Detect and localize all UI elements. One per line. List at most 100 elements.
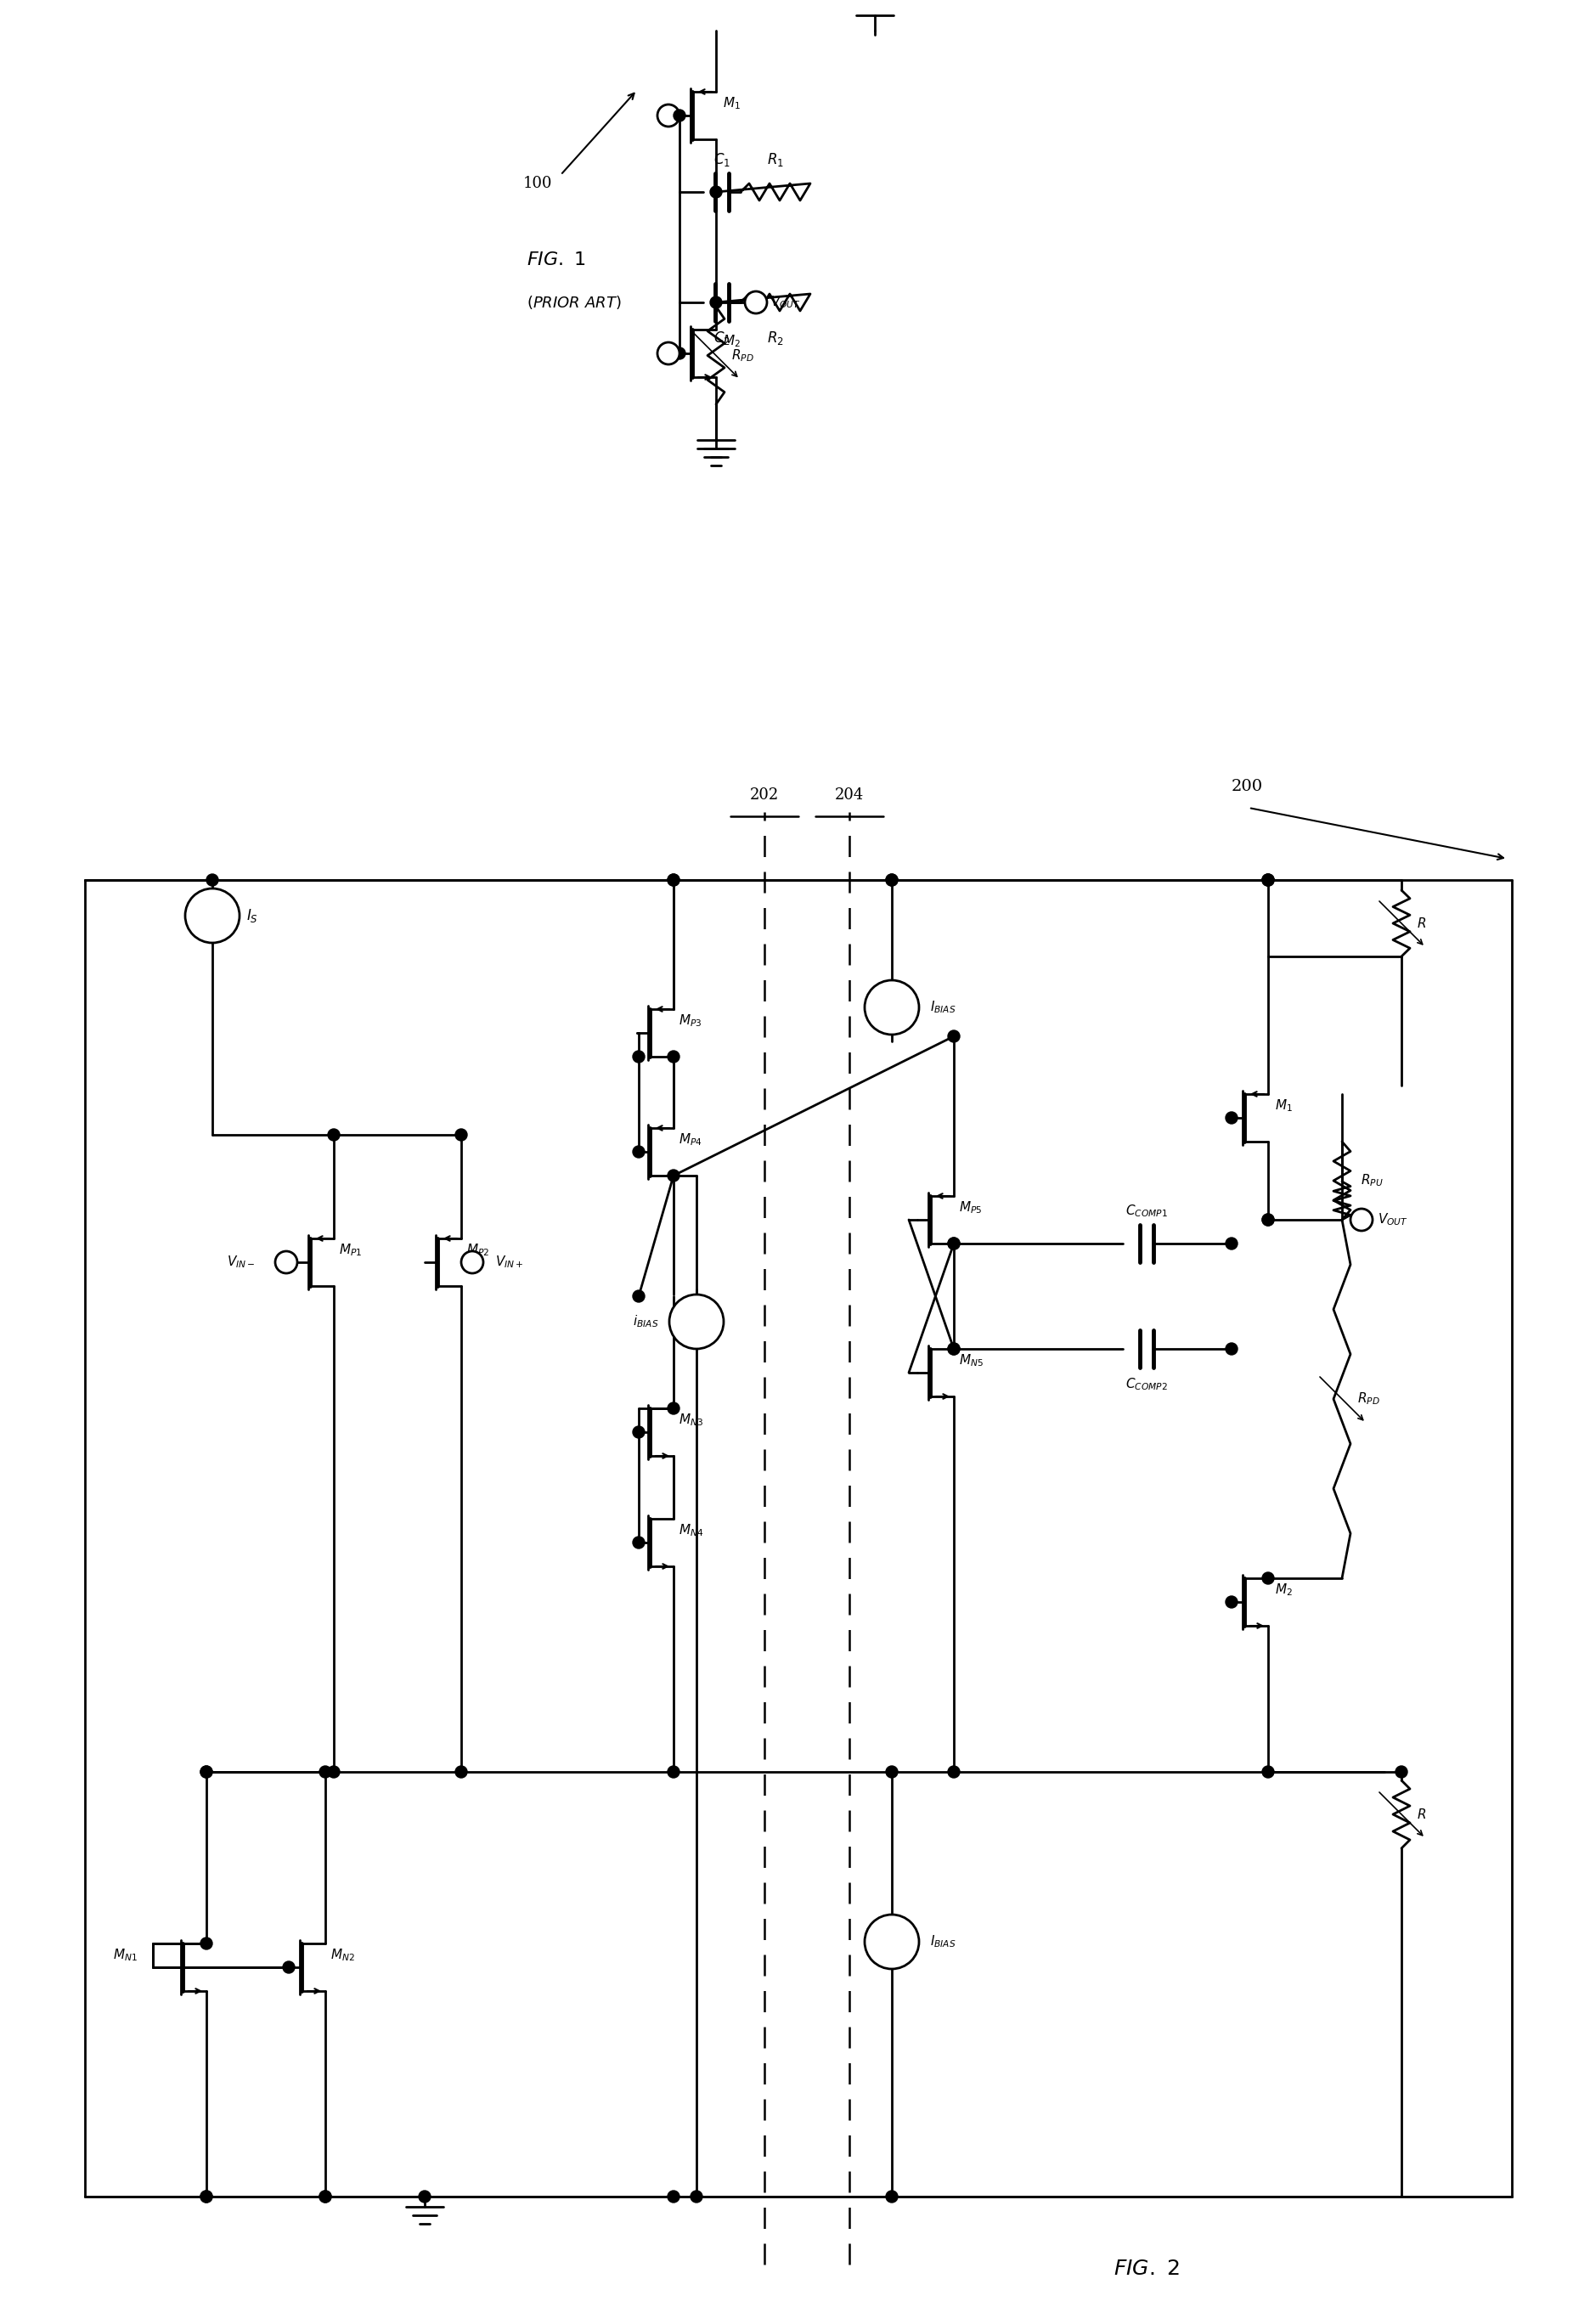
- Text: $M_{P5}$: $M_{P5}$: [959, 1199, 983, 1215]
- Text: $M_{N4}$: $M_{N4}$: [679, 1522, 703, 1538]
- Circle shape: [711, 186, 722, 198]
- Text: $R$: $R$: [1417, 1808, 1426, 1822]
- Circle shape: [1262, 874, 1274, 885]
- Circle shape: [207, 874, 218, 885]
- Text: $C_2$: $C_2$: [714, 330, 730, 346]
- Circle shape: [865, 1915, 919, 1968]
- Circle shape: [948, 1030, 960, 1041]
- Circle shape: [744, 290, 766, 314]
- Circle shape: [674, 109, 685, 121]
- Circle shape: [184, 888, 240, 944]
- Circle shape: [668, 874, 679, 885]
- Circle shape: [657, 105, 679, 125]
- Circle shape: [1226, 1597, 1237, 1608]
- Text: $M_2$: $M_2$: [723, 332, 741, 349]
- Text: $M_1$: $M_1$: [1275, 1097, 1293, 1113]
- Circle shape: [1226, 1343, 1237, 1355]
- Circle shape: [711, 297, 722, 309]
- Circle shape: [455, 1766, 467, 1778]
- Circle shape: [320, 2192, 331, 2203]
- Text: $V_{IN+}$: $V_{IN+}$: [494, 1255, 523, 1271]
- Text: $M_{N5}$: $M_{N5}$: [959, 1353, 984, 1369]
- Circle shape: [948, 1239, 960, 1250]
- Circle shape: [668, 1401, 679, 1415]
- Circle shape: [328, 1129, 340, 1141]
- Circle shape: [633, 1536, 644, 1548]
- Circle shape: [1350, 1208, 1372, 1232]
- Text: $R_{PD}$: $R_{PD}$: [1358, 1392, 1380, 1406]
- Circle shape: [1262, 1766, 1274, 1778]
- Circle shape: [674, 346, 685, 360]
- Text: $C_1$: $C_1$: [714, 151, 730, 167]
- Circle shape: [886, 874, 898, 885]
- Circle shape: [948, 1239, 960, 1250]
- Circle shape: [200, 1766, 213, 1778]
- Circle shape: [320, 2192, 331, 2203]
- Circle shape: [1262, 874, 1274, 885]
- Text: $M_{N1}$: $M_{N1}$: [113, 1948, 137, 1964]
- Circle shape: [668, 1050, 679, 1062]
- Text: $R$: $R$: [1417, 916, 1426, 930]
- Circle shape: [690, 2192, 703, 2203]
- Text: $I_{BIAS}$: $I_{BIAS}$: [930, 999, 956, 1016]
- Circle shape: [633, 1146, 644, 1157]
- Circle shape: [455, 1129, 467, 1141]
- Circle shape: [1262, 1213, 1274, 1225]
- Text: 200: 200: [1232, 779, 1262, 795]
- Text: $C_{COMP1}$: $C_{COMP1}$: [1126, 1204, 1167, 1220]
- Text: $FIG.\ 2$: $FIG.\ 2$: [1113, 2259, 1180, 2280]
- Circle shape: [1262, 1573, 1274, 1585]
- Text: $R_{PU}$: $R_{PU}$: [1361, 1174, 1383, 1188]
- Circle shape: [461, 1250, 483, 1274]
- Text: $M_{P4}$: $M_{P4}$: [679, 1132, 703, 1148]
- Text: $FIG.\ 1$: $FIG.\ 1$: [526, 251, 585, 270]
- Text: $R_{PD}$: $R_{PD}$: [731, 349, 754, 363]
- Text: $M_2$: $M_2$: [1275, 1583, 1293, 1599]
- Text: 202: 202: [750, 788, 779, 802]
- Circle shape: [1396, 1766, 1407, 1778]
- Text: $V_{OUT}$: $V_{OUT}$: [1377, 1211, 1409, 1227]
- Circle shape: [633, 1050, 644, 1062]
- Circle shape: [1226, 1111, 1237, 1125]
- Circle shape: [1262, 1213, 1274, 1225]
- Text: $R_2$: $R_2$: [766, 330, 784, 346]
- Circle shape: [418, 2192, 431, 2203]
- Text: $M_1$: $M_1$: [723, 95, 741, 112]
- Circle shape: [948, 1343, 960, 1355]
- Circle shape: [275, 1250, 297, 1274]
- Text: $M_{N3}$: $M_{N3}$: [679, 1413, 703, 1427]
- Circle shape: [865, 981, 919, 1034]
- Circle shape: [668, 874, 679, 885]
- Circle shape: [668, 1766, 679, 1778]
- Text: 204: 204: [835, 788, 863, 802]
- Circle shape: [320, 1766, 331, 1778]
- Circle shape: [657, 342, 679, 365]
- Circle shape: [283, 1961, 294, 1973]
- Text: $V_{OUT}$: $V_{OUT}$: [771, 295, 801, 311]
- Text: $C_{COMP2}$: $C_{COMP2}$: [1126, 1376, 1167, 1392]
- Text: $M_{P3}$: $M_{P3}$: [679, 1013, 701, 1030]
- Circle shape: [668, 1169, 679, 1181]
- Text: $M_{P1}$: $M_{P1}$: [339, 1241, 363, 1257]
- Circle shape: [328, 1766, 340, 1778]
- Circle shape: [948, 1343, 960, 1355]
- Circle shape: [200, 2192, 213, 2203]
- Circle shape: [633, 1427, 644, 1439]
- Text: $(PRIOR\ ART)$: $(PRIOR\ ART)$: [526, 293, 622, 311]
- Text: 100: 100: [523, 177, 552, 191]
- Circle shape: [948, 1766, 960, 1778]
- Circle shape: [200, 1766, 213, 1778]
- Circle shape: [200, 1938, 213, 1950]
- Text: $V_{IN-}$: $V_{IN-}$: [226, 1255, 254, 1271]
- Circle shape: [1262, 874, 1274, 885]
- Circle shape: [668, 2192, 679, 2203]
- Text: $I_S$: $I_S$: [246, 906, 258, 925]
- Circle shape: [200, 2192, 213, 2203]
- Circle shape: [633, 1290, 644, 1301]
- Text: $R_1$: $R_1$: [766, 151, 784, 167]
- Text: $I_{BIAS}$: $I_{BIAS}$: [930, 1934, 956, 1950]
- Circle shape: [886, 1766, 898, 1778]
- Circle shape: [1226, 1239, 1237, 1250]
- Circle shape: [669, 1294, 723, 1348]
- Text: $i_{BIAS}$: $i_{BIAS}$: [633, 1313, 658, 1329]
